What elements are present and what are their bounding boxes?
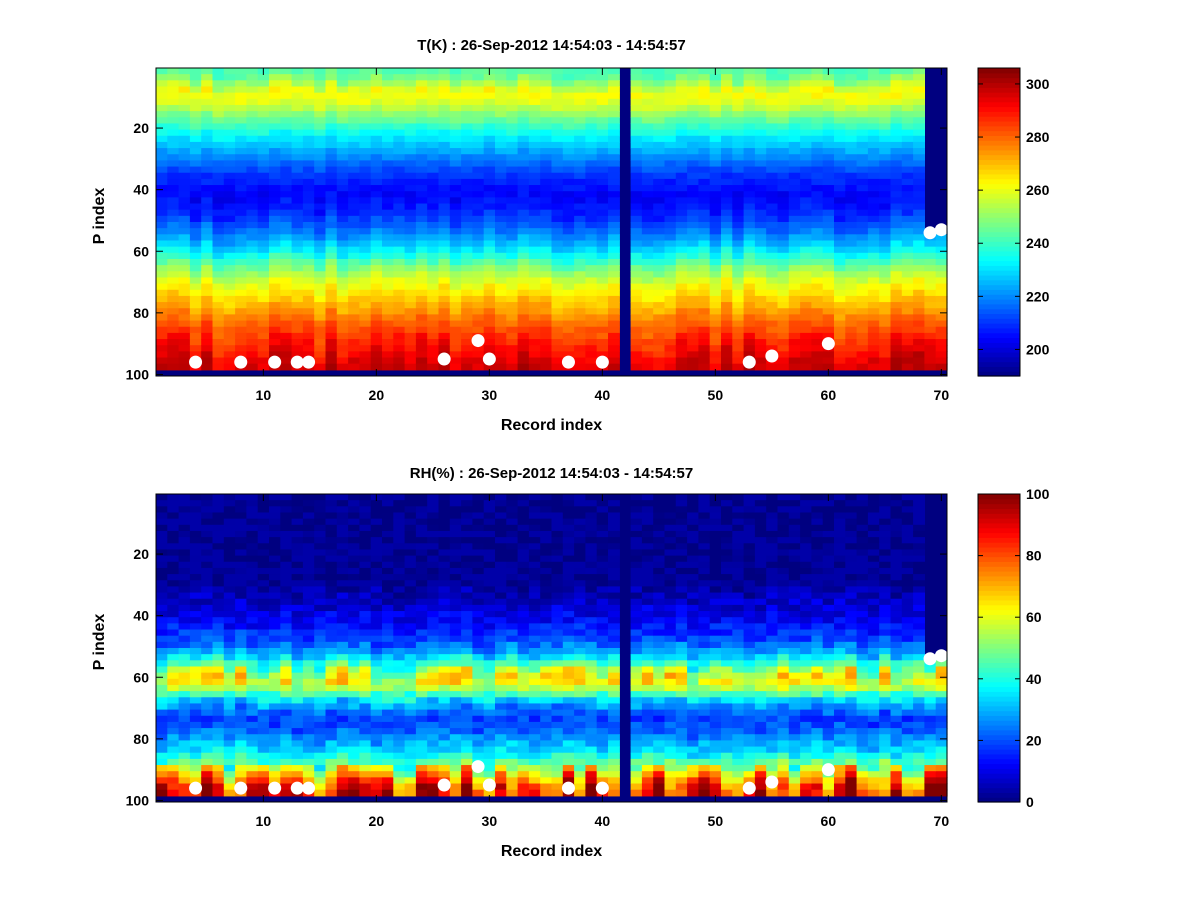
- y-tick-label: 20: [133, 546, 149, 562]
- marker-point: [742, 355, 756, 369]
- marker-point: [765, 349, 779, 363]
- colorbar-tick-label: 260: [1026, 182, 1050, 198]
- marker-point: [561, 781, 575, 795]
- y-axis-label: P index: [91, 188, 108, 245]
- marker-point: [471, 334, 485, 348]
- marker-point: [437, 352, 451, 366]
- colorbar-tick-label: 200: [1026, 341, 1050, 357]
- x-axis-label: Record index: [501, 843, 602, 860]
- x-tick-label: 50: [708, 813, 724, 829]
- y-tick-label: 60: [133, 243, 149, 259]
- marker-point: [268, 781, 282, 795]
- colorbar-tick-label: 300: [1026, 76, 1050, 92]
- y-tick-label: 100: [126, 792, 150, 808]
- x-tick-label: 20: [369, 387, 385, 403]
- marker-point: [934, 649, 948, 663]
- x-tick-label: 30: [482, 813, 498, 829]
- axes-frame: [155, 67, 948, 377]
- axes-frame: [155, 493, 948, 803]
- y-tick-label: 40: [133, 182, 149, 198]
- temperature-panel: 10 20 30 40 50 60 70 20 40 60 80 100 T(K) : 26-Sep-2…: [91, 37, 1050, 434]
- marker-point: [302, 781, 316, 795]
- y-tick-label: 40: [133, 608, 149, 624]
- x-tick-label: 20: [369, 813, 385, 829]
- colorbar-tick-label: 40: [1026, 671, 1042, 687]
- chart-title: RH(%) : 26-Sep-2012 14:54:03 - 14:54:57: [410, 465, 693, 482]
- marker-point: [302, 355, 316, 369]
- y-tick-label: 80: [133, 731, 149, 747]
- colorbar-tick-label: 20: [1026, 732, 1042, 748]
- marker-point: [742, 781, 756, 795]
- marker-point: [482, 352, 496, 366]
- marker-point: [189, 781, 203, 795]
- marker-points: [189, 223, 948, 369]
- marker-point: [923, 652, 937, 666]
- marker-point: [821, 763, 835, 777]
- x-axis-label: Record index: [501, 417, 602, 434]
- x-tick-label: 10: [256, 387, 272, 403]
- marker-points: [189, 649, 948, 795]
- x-tick-label: 10: [256, 813, 272, 829]
- marker-point: [471, 760, 485, 774]
- x-tick-label: 70: [934, 387, 950, 403]
- marker-point: [290, 355, 304, 369]
- y-axis-label: P index: [91, 614, 108, 671]
- colorbar-tick-label: 280: [1026, 129, 1050, 145]
- colorbar-tick-label: 100: [1026, 486, 1050, 502]
- colorbar-tick-label: 60: [1026, 609, 1042, 625]
- y-tick-label: 60: [133, 669, 149, 685]
- colorbar-tick-label: 80: [1026, 548, 1042, 564]
- colorbar-tick-label: 0: [1026, 794, 1034, 810]
- marker-point: [268, 355, 282, 369]
- colorbar: 200 220 240 260 280 300: [977, 67, 1050, 377]
- marker-point: [234, 781, 248, 795]
- colorbar-tick-label: 220: [1026, 288, 1050, 304]
- x-tick-label: 70: [934, 813, 950, 829]
- x-tick-label: 60: [821, 387, 837, 403]
- x-tick-label: 50: [708, 387, 724, 403]
- humidity-panel: 10 20 30 40 50 60 70 20 40 60 80 100 RH(%) : 26-Sep-…: [91, 465, 1050, 860]
- colorbar-tick-label: 240: [1026, 235, 1050, 251]
- marker-point: [189, 355, 203, 369]
- y-tick-label: 100: [126, 366, 150, 382]
- x-tick-label: 40: [595, 387, 611, 403]
- y-tick-label: 20: [133, 120, 149, 136]
- marker-point: [595, 355, 609, 369]
- marker-point: [765, 775, 779, 789]
- marker-point: [482, 778, 496, 792]
- y-tick-label: 80: [133, 305, 149, 321]
- x-tick-label: 40: [595, 813, 611, 829]
- marker-point: [923, 226, 937, 240]
- heatmap-cells: [156, 68, 948, 371]
- marker-point: [595, 781, 609, 795]
- marker-point: [234, 355, 248, 369]
- chart-title: T(K) : 26-Sep-2012 14:54:03 - 14:54:57: [417, 37, 685, 54]
- colorbar: 0 20 40 60 80 100: [977, 486, 1050, 810]
- marker-point: [561, 355, 575, 369]
- marker-point: [437, 778, 451, 792]
- marker-point: [290, 781, 304, 795]
- marker-point: [934, 223, 948, 237]
- x-tick-label: 30: [482, 387, 498, 403]
- marker-point: [821, 337, 835, 351]
- x-tick-label: 60: [821, 813, 837, 829]
- heatmap-cells: [156, 494, 948, 797]
